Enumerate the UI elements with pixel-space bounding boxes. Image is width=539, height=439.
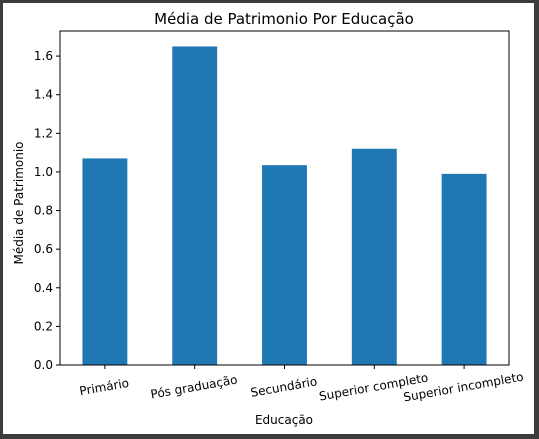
chart-svg: Média de Patrimonio Por Educação Média d… <box>12 10 524 427</box>
bar-2 <box>262 165 307 365</box>
bar-3 <box>351 148 397 365</box>
x-ticks-group: Primário Pós graduação Secundário Superior … <box>78 365 524 405</box>
bar-1 <box>172 46 218 365</box>
chart-frame: Média de Patrimonio Por Educação Média d… <box>3 3 534 434</box>
bar-0 <box>82 158 128 365</box>
y-tick-label-6: 1.2 <box>34 126 53 140</box>
bar-4 <box>441 173 487 365</box>
x-tick-label-2: Secundário <box>249 374 318 399</box>
y-tick-label-2: 0.4 <box>34 281 53 295</box>
y-tick-label-7: 1.4 <box>34 88 53 102</box>
x-tick-label-0: Primário <box>78 376 130 398</box>
plot-area-frame <box>59 30 510 366</box>
y-tick-label-1: 0.2 <box>34 319 53 333</box>
chart-title: Média de Patrimonio Por Educação <box>154 10 414 28</box>
bars-group <box>82 46 487 365</box>
x-tick-label-1: Pós graduação <box>149 373 238 402</box>
x-axis-label: Educação <box>255 413 313 427</box>
y-tick-label-4: 0.8 <box>34 204 53 218</box>
y-tick-label-0: 0.0 <box>34 358 53 372</box>
y-axis-label: Média de Patrimonio <box>12 141 26 264</box>
y-tick-label-8: 1.6 <box>34 49 53 63</box>
y-tick-label-5: 1.0 <box>34 165 53 179</box>
y-ticks-group: 0.0 0.2 0.4 0.6 0.8 1.0 1.2 1.4 1.6 <box>34 49 60 372</box>
y-tick-label-3: 0.6 <box>34 242 53 256</box>
